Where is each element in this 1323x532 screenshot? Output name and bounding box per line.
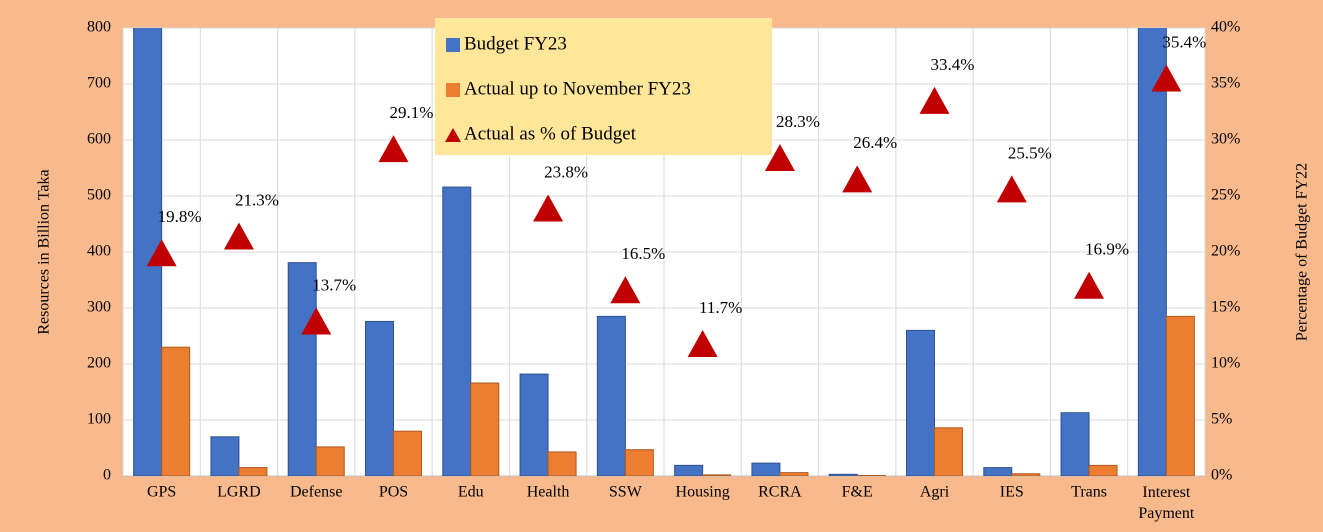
x-tick-label: RCRA (758, 484, 802, 501)
legend: Budget FY23 Actual up to November FY23 Act… (435, 18, 772, 155)
y2-tick-label: 0% (1211, 467, 1232, 484)
x-tick-label: IES (1000, 484, 1024, 501)
y-axis-label: Resources in Billion Taka (36, 169, 53, 334)
y2-tick-label: 20% (1211, 243, 1240, 260)
x-tick-label: Interest Payment (1138, 484, 1195, 522)
y2-tick-label: 30% (1211, 131, 1240, 148)
y-tick-label: 200 (87, 355, 111, 372)
bar (1088, 464, 1118, 476)
y2-tick-label: 25% (1211, 187, 1240, 204)
marker (378, 135, 409, 163)
legend-swatch (445, 128, 461, 142)
bar (210, 436, 240, 476)
y-tick-label: 100 (87, 411, 111, 428)
x-tick-label: F&E (842, 484, 873, 501)
data-label: 29.1% (390, 103, 434, 122)
marker (146, 239, 177, 267)
bar (779, 472, 809, 476)
x-tick-label: Agri (920, 484, 950, 501)
bar (934, 427, 963, 476)
data-label: 26.4% (853, 133, 897, 152)
bar (1011, 473, 1041, 476)
y-tick-label: 500 (87, 187, 111, 204)
y2-tick-label: 15% (1211, 299, 1240, 316)
legend-swatch (446, 38, 460, 52)
data-label: 25.5% (1008, 143, 1052, 162)
bar (519, 373, 549, 476)
marker (687, 329, 718, 357)
marker (764, 144, 795, 172)
bar (1060, 412, 1090, 476)
bar (983, 467, 1013, 476)
x-tick-label: Housing (676, 484, 730, 501)
x-tick-label: Health (527, 484, 570, 501)
bar (1165, 315, 1195, 476)
bar (365, 320, 394, 476)
y2-tick-label: 5% (1211, 411, 1232, 428)
x-tick-label: POS (379, 484, 408, 501)
data-label: 16.9% (1085, 240, 1129, 259)
bar (547, 451, 577, 476)
data-label: 11.7% (699, 298, 742, 317)
legend-box (435, 18, 772, 155)
data-label: 28.3% (776, 112, 820, 131)
bar (1137, 28, 1167, 476)
x-tick-label: Edu (458, 484, 484, 501)
bar (315, 446, 345, 476)
bar (702, 474, 732, 476)
bar (751, 462, 781, 476)
bar (856, 474, 886, 476)
y2-axis-label: Percentage of Budget FY22 (1294, 163, 1311, 341)
y2-tick-label: 35% (1211, 75, 1240, 92)
marker (1151, 64, 1182, 92)
y-tick-label: 800 (87, 19, 111, 36)
y-tick-label: 400 (87, 243, 111, 260)
data-label: 35.4% (1162, 32, 1206, 51)
legend-swatch (446, 83, 460, 97)
data-label: 16.5% (621, 244, 665, 263)
bar (906, 329, 935, 476)
y2-tick-label: 40% (1211, 19, 1240, 36)
bar (442, 186, 472, 476)
y-tick-label: 700 (87, 75, 111, 92)
y-tick-label: 300 (87, 299, 111, 316)
legend-label: Actual up to November FY23 (464, 78, 691, 99)
bar (161, 346, 191, 476)
bar (828, 473, 858, 476)
bar (674, 464, 704, 476)
x-tick-label: Trans (1071, 484, 1107, 501)
marker (996, 175, 1027, 203)
bar (287, 262, 317, 476)
bar (393, 430, 422, 476)
data-label: 33.4% (931, 55, 975, 74)
legend-label: Budget FY23 (464, 33, 567, 54)
marker (919, 86, 950, 114)
marker (301, 307, 332, 335)
marker (223, 222, 254, 250)
x-tick-label: Defense (290, 484, 342, 501)
bar (133, 28, 163, 476)
y-tick-label: 0 (103, 467, 111, 484)
bar (238, 467, 268, 476)
marker (533, 194, 564, 222)
y2-tick-label: 10% (1211, 355, 1240, 372)
bar (624, 449, 654, 476)
marker (610, 276, 641, 304)
y-tick-label: 600 (87, 131, 111, 148)
marker (842, 165, 873, 193)
legend-label: Actual as % of Budget (464, 123, 637, 144)
x-tick-label: GPS (147, 484, 176, 501)
data-label: 19.8% (158, 207, 202, 226)
bar (596, 315, 626, 476)
marker (1074, 271, 1105, 299)
data-label: 23.8% (544, 162, 588, 181)
data-label: 21.3% (235, 190, 279, 209)
x-tick-label: SSW (609, 484, 643, 501)
x-tick-label: LGRD (217, 484, 261, 501)
data-label: 13.7% (312, 275, 356, 294)
bar (470, 382, 500, 476)
